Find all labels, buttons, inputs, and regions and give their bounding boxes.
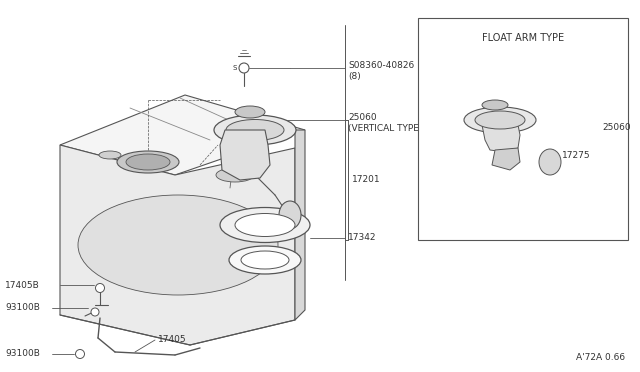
Ellipse shape (229, 246, 301, 274)
Text: 17201: 17201 (352, 176, 381, 185)
Text: (VERTICAL TYPE): (VERTICAL TYPE) (348, 125, 422, 134)
Text: 25060: 25060 (348, 113, 376, 122)
Text: A'72A 0.66: A'72A 0.66 (576, 353, 625, 362)
Ellipse shape (76, 350, 84, 359)
Ellipse shape (91, 308, 99, 316)
Ellipse shape (475, 111, 525, 129)
Ellipse shape (539, 149, 561, 175)
Text: 17405B: 17405B (5, 280, 40, 289)
Text: FLOAT ARM TYPE: FLOAT ARM TYPE (482, 33, 564, 43)
Ellipse shape (239, 63, 249, 73)
Ellipse shape (78, 195, 278, 295)
Text: 17405: 17405 (158, 336, 187, 344)
Polygon shape (60, 145, 295, 345)
Ellipse shape (216, 168, 254, 182)
Text: S: S (233, 65, 237, 71)
Text: 93100B: 93100B (5, 304, 40, 312)
Text: 17275: 17275 (562, 151, 591, 160)
Text: 93100B: 93100B (5, 350, 40, 359)
Ellipse shape (464, 107, 536, 133)
Text: (8): (8) (348, 71, 361, 80)
Polygon shape (60, 95, 305, 175)
Text: 25060: 25060 (602, 124, 630, 132)
Ellipse shape (235, 214, 295, 237)
Ellipse shape (279, 201, 301, 229)
Ellipse shape (235, 106, 265, 118)
Text: S08360-40826: S08360-40826 (348, 61, 414, 70)
Ellipse shape (214, 115, 296, 145)
Ellipse shape (226, 119, 284, 141)
Ellipse shape (220, 208, 310, 243)
Polygon shape (482, 125, 520, 152)
Ellipse shape (241, 251, 289, 269)
Polygon shape (220, 130, 270, 180)
Polygon shape (295, 130, 305, 320)
Ellipse shape (99, 151, 121, 159)
Ellipse shape (126, 154, 170, 170)
Text: 17342: 17342 (348, 234, 376, 243)
Ellipse shape (95, 283, 104, 292)
Ellipse shape (482, 100, 508, 110)
Ellipse shape (117, 151, 179, 173)
Polygon shape (492, 148, 520, 170)
Bar (418, 18, 628, 240)
